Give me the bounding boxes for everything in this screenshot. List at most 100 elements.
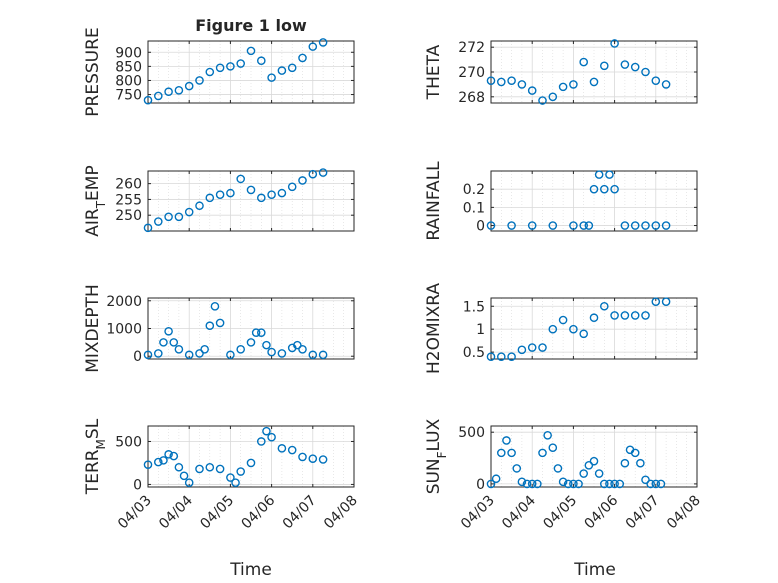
data-point <box>298 53 307 63</box>
y-tick-label: 1.5 <box>463 299 485 315</box>
data-point <box>548 92 558 102</box>
data-point <box>589 184 599 194</box>
data-point <box>507 221 516 230</box>
data-point <box>636 458 645 468</box>
data-point <box>318 38 328 47</box>
y-axis-label: SUNFLUX <box>424 418 449 494</box>
data-point <box>267 347 276 357</box>
data-point <box>184 207 194 217</box>
x-tick-label: 04/05 <box>197 493 237 533</box>
data-point <box>579 329 589 339</box>
data-point <box>184 81 194 91</box>
axes-box <box>490 425 698 488</box>
data-point <box>169 451 179 461</box>
subplot-4: 0 0.1 0.2 RAINFALL <box>424 161 698 241</box>
data-point <box>215 190 225 199</box>
data-point <box>246 338 256 347</box>
data-point <box>527 221 537 230</box>
y-tick-label: 255 <box>115 192 142 208</box>
data-point <box>589 456 599 466</box>
data-point <box>569 479 578 489</box>
data-point <box>200 344 209 354</box>
data-point <box>491 474 501 484</box>
data-point <box>246 185 256 195</box>
x-tick-label: 04/03 <box>115 493 155 533</box>
data-point <box>298 452 307 462</box>
data-point <box>256 328 266 337</box>
data-point <box>527 86 537 95</box>
data-point <box>246 46 256 56</box>
data-point <box>226 188 235 198</box>
data-point <box>298 344 307 354</box>
data-point <box>277 349 287 358</box>
data-point <box>174 344 184 354</box>
data-point <box>620 60 630 69</box>
y-axis-label: MIXDEPTH <box>83 284 103 373</box>
x-tick-label: 04/04 <box>156 492 196 532</box>
data-point <box>656 479 666 489</box>
data-point <box>153 349 163 358</box>
data-point <box>641 67 650 77</box>
data-point <box>153 217 163 226</box>
data-point <box>226 62 235 71</box>
data-point <box>522 479 532 489</box>
data-point <box>600 184 609 194</box>
data-point <box>293 340 302 350</box>
data-point <box>507 76 516 85</box>
x-tick-label: 04/04 <box>499 492 539 532</box>
data-point <box>574 479 583 489</box>
data-point <box>143 460 153 469</box>
data-point <box>231 478 240 488</box>
axes-box <box>147 425 355 488</box>
data-point <box>620 458 630 468</box>
y-tick-label: 0.1 <box>463 200 485 216</box>
data-point <box>159 338 168 347</box>
y-tick-label: 0 <box>133 477 142 493</box>
subplot-2: 268 270 272 THETA <box>424 39 698 106</box>
data-point <box>594 170 604 179</box>
data-point <box>630 62 640 72</box>
data-point <box>646 479 655 489</box>
data-point <box>527 343 537 352</box>
y-tick-label: 0 <box>476 219 485 235</box>
y-tick-label: 850 <box>115 59 142 75</box>
data-point <box>517 80 527 89</box>
data-point <box>169 338 179 347</box>
data-point <box>517 477 527 487</box>
data-point <box>661 297 671 306</box>
subplot-8: 0 500 04/03 04/04 04/05 04/06 04/07 04/08 SUNFLU… <box>424 418 704 532</box>
y-tick-label: 800 <box>115 73 142 89</box>
data-point <box>287 445 297 455</box>
data-point <box>651 76 661 85</box>
data-point <box>256 193 266 203</box>
data-point <box>308 42 318 51</box>
data-point <box>205 67 215 77</box>
y-axis-label: THETA <box>424 44 444 100</box>
data-point <box>287 182 297 192</box>
y-tick-label: 272 <box>458 40 485 56</box>
data-point <box>584 460 594 470</box>
data-point <box>251 328 261 337</box>
data-point <box>486 221 496 230</box>
data-point <box>661 221 671 230</box>
data-point <box>610 311 619 320</box>
data-point <box>507 448 516 458</box>
subplot-7: 0 500 04/03 04/04 04/05 04/06 04/07 04/08 TERRMS… <box>83 418 361 532</box>
axes-box <box>490 170 698 232</box>
y-tick-label: 0 <box>476 477 485 493</box>
data-point <box>308 350 318 360</box>
data-point <box>548 324 558 334</box>
data-point <box>630 311 640 320</box>
data-point <box>143 223 153 233</box>
y-tick-label: 2000 <box>106 294 142 310</box>
data-point <box>486 479 496 489</box>
data-point <box>308 169 318 179</box>
data-point <box>553 464 563 473</box>
data-point <box>184 350 194 360</box>
data-point <box>558 82 568 92</box>
data-point <box>236 174 245 184</box>
y-tick-label: 270 <box>458 65 485 81</box>
data-point <box>486 352 496 362</box>
x-tick-label: 04/07 <box>623 493 663 533</box>
